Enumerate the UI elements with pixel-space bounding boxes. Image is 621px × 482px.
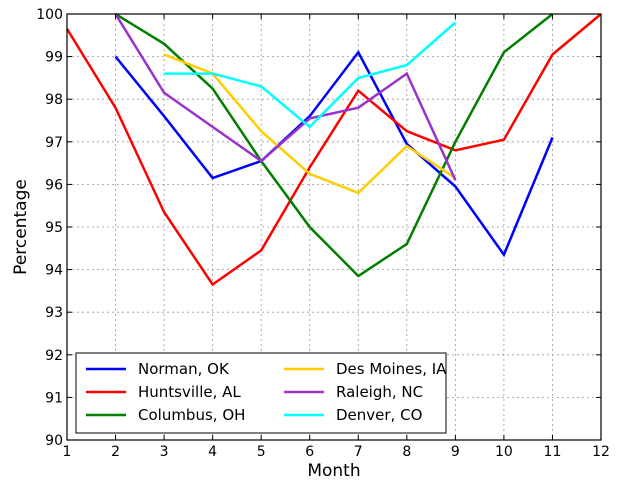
y-tick-label: 95 <box>45 220 63 236</box>
y-tick-label: 91 <box>45 390 63 406</box>
x-tick-label: 9 <box>451 444 460 460</box>
y-tick-label: 99 <box>45 50 63 66</box>
x-tick-label: 8 <box>402 444 411 460</box>
series-line-norman-ok <box>114 49 554 258</box>
legend-label: Raleigh, NC <box>336 383 423 401</box>
legend: Norman, OK Huntsville, AL Columbus, OH Des … <box>75 352 447 434</box>
x-tick-label: 2 <box>111 444 120 460</box>
y-tick-label: 92 <box>45 348 63 364</box>
y-tick-label: 93 <box>45 305 63 321</box>
series-line-denver-co <box>164 21 457 129</box>
x-tick-label: 12 <box>592 444 610 460</box>
series-line-raleigh-nc <box>114 13 457 181</box>
x-tick-label: 1 <box>63 444 72 460</box>
x-tick-label: 10 <box>495 444 513 460</box>
y-tick-label: 97 <box>45 135 63 151</box>
x-tick-label: 7 <box>354 444 363 460</box>
x-axis-label: Month <box>307 461 360 481</box>
x-tick-label: 11 <box>544 444 562 460</box>
y-tick-label: 90 <box>45 433 63 449</box>
legend-label: Norman, OK <box>138 360 230 378</box>
x-tick-label: 4 <box>208 444 217 460</box>
legend-label: Huntsville, AL <box>138 383 241 401</box>
series-group <box>65 12 602 287</box>
x-tick-label: 6 <box>305 444 314 460</box>
legend-label: Des Moines, IA <box>336 360 447 378</box>
y-tick-label: 96 <box>45 177 63 193</box>
legend-label: Columbus, OH <box>138 406 245 424</box>
legend-box <box>75 352 447 434</box>
y-tick-label: 100 <box>36 7 63 23</box>
y-axis-label: Percentage <box>11 179 31 275</box>
y-tick-label: 98 <box>45 92 63 108</box>
series-line-columbus-oh <box>114 12 554 278</box>
x-tick-label: 5 <box>257 444 266 460</box>
x-tick-label: 3 <box>160 444 169 460</box>
y-tick-label: 94 <box>45 263 63 279</box>
series-line-huntsville-al <box>65 13 602 287</box>
legend-label: Denver, CO <box>336 406 422 424</box>
